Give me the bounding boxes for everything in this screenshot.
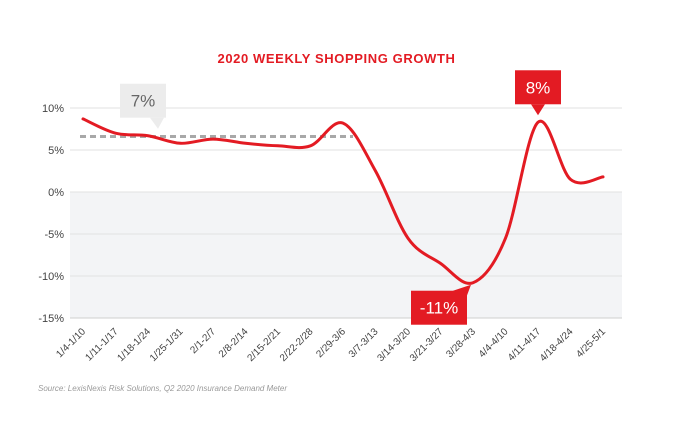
data-point bbox=[309, 144, 312, 147]
x-tick-label: 2/29-3/6 bbox=[314, 326, 348, 360]
gridlines bbox=[70, 107, 622, 319]
y-tick-label: -5% bbox=[44, 229, 64, 241]
callout-box bbox=[411, 290, 467, 325]
chart-title: 2020 WEEKLY SHOPPING GROWTH bbox=[217, 51, 456, 66]
x-tick-label: 4/25-5/1 bbox=[574, 326, 608, 360]
y-tick-label: -15% bbox=[38, 313, 64, 325]
y-tick-label: 10% bbox=[42, 103, 64, 115]
data-point bbox=[601, 175, 605, 179]
callout-pointer bbox=[531, 104, 545, 116]
data-point bbox=[244, 142, 247, 145]
y-tick-label: -10% bbox=[38, 271, 64, 283]
x-axis-ticks: 1/4-1/101/11-1/171/18-1/241/25-1/31 2/1-2… bbox=[54, 326, 608, 364]
series-points bbox=[81, 117, 605, 284]
data-point bbox=[406, 237, 410, 240]
data-point bbox=[439, 262, 442, 265]
callout-box bbox=[515, 70, 561, 105]
x-tick-label: 2/22-2/28 bbox=[278, 326, 316, 364]
callout-label: -11% bbox=[420, 299, 458, 318]
y-tick-label: 0% bbox=[48, 187, 64, 199]
source-note: Source: LexisNexis Risk Solutions, Q2 20… bbox=[38, 384, 288, 393]
data-point bbox=[276, 144, 280, 147]
negative-region bbox=[70, 192, 622, 318]
data-point bbox=[341, 121, 345, 125]
x-tick-label: 3/28-4/3 bbox=[444, 326, 478, 360]
x-tick-label: 4/11-4/17 bbox=[506, 326, 543, 363]
data-point bbox=[504, 237, 507, 240]
data-point bbox=[569, 178, 572, 181]
callout-label: 7% bbox=[131, 92, 156, 111]
data-point bbox=[374, 169, 377, 173]
series-line bbox=[81, 117, 605, 285]
callout-pointer bbox=[453, 284, 471, 301]
x-tick-label: 1/18-1/24 bbox=[115, 326, 153, 364]
data-point bbox=[146, 134, 150, 137]
data-point bbox=[114, 132, 117, 135]
x-tick-label: 2/1-2/7 bbox=[188, 326, 218, 356]
data-point bbox=[211, 137, 215, 141]
callout-min: -11% bbox=[411, 284, 471, 325]
x-tick-label: 2/15-2/21 bbox=[245, 326, 283, 364]
data-point bbox=[471, 281, 475, 284]
callouts: 7% -11% 8% bbox=[120, 70, 561, 325]
y-tick-label: 5% bbox=[48, 145, 64, 157]
callout-average: 7% bbox=[120, 83, 166, 129]
data-point bbox=[81, 117, 85, 121]
x-tick-label: 1/25-1/31 bbox=[148, 326, 186, 364]
x-tick-label: 3/21-3/27 bbox=[408, 326, 446, 364]
callout-peak: 8% bbox=[515, 70, 561, 116]
y-axis-ticks: 10% 5% 0% -5% -10% -15% bbox=[38, 103, 64, 325]
callout-label: 8% bbox=[526, 78, 551, 97]
x-tick-label: 4/18-4/24 bbox=[538, 326, 576, 364]
callout-pointer bbox=[150, 117, 164, 129]
callout-box bbox=[120, 83, 166, 118]
data-point bbox=[179, 142, 182, 145]
data-point bbox=[536, 121, 540, 124]
x-tick-label: 1/11-1/17 bbox=[83, 326, 120, 363]
x-tick-label: 3/14-3/20 bbox=[375, 326, 413, 364]
